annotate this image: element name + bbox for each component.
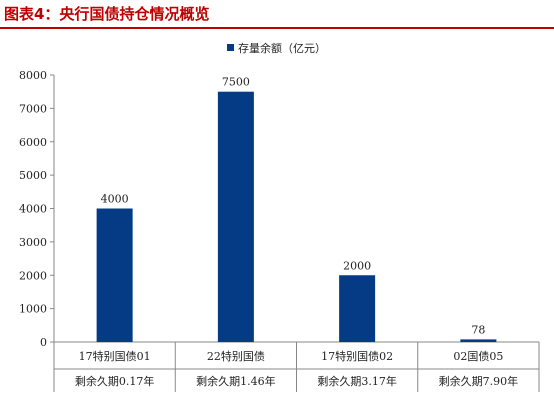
x-category-duration: 剩余久期3.17年: [317, 374, 397, 388]
bar: [96, 208, 133, 342]
legend: 存量余额（亿元）: [227, 41, 326, 55]
data-labels: 4000 7500 2000 78: [101, 76, 486, 337]
figure-title: 图表4：央行国债持仓情况概览: [4, 5, 210, 23]
y-tick-label: 2000: [19, 269, 47, 282]
y-tick-label: 0: [40, 336, 47, 349]
y-tick-label: 7000: [19, 102, 47, 115]
x-category-label: 17特别国债02: [321, 349, 393, 363]
x-category-duration: 剩余久期0.17年: [75, 374, 155, 388]
x-category-label: 02国债05: [453, 349, 503, 363]
y-tick-label: 4000: [19, 203, 47, 216]
x-category-label: 22特别国债: [207, 349, 265, 363]
legend-label: 存量余额（亿元）: [238, 41, 326, 55]
x-category-label: 17特别国债01: [79, 349, 151, 363]
y-axis: 0 1000 2000 3000 4000 5000 6000 7000 8000: [19, 69, 55, 349]
y-tick-label: 8000: [19, 69, 47, 82]
x-category-duration: 剩余久期7.90年: [439, 374, 519, 388]
y-tick-label: 6000: [19, 136, 47, 149]
bars: [96, 91, 497, 342]
bar-value-label: 4000: [101, 193, 129, 206]
bar-value-label: 2000: [343, 259, 371, 272]
title-rule: [0, 27, 554, 29]
bar: [217, 91, 254, 342]
bar: [339, 275, 376, 342]
bar-value-label: 7500: [222, 76, 250, 89]
y-tick-label: 1000: [19, 303, 47, 316]
bar-value-label: 78: [471, 323, 485, 336]
legend-swatch: [227, 44, 234, 51]
x-category-duration: 剩余久期1.46年: [196, 374, 276, 388]
y-tick-label: 3000: [19, 236, 47, 249]
y-tick-label: 5000: [19, 169, 47, 182]
bar: [460, 339, 497, 342]
